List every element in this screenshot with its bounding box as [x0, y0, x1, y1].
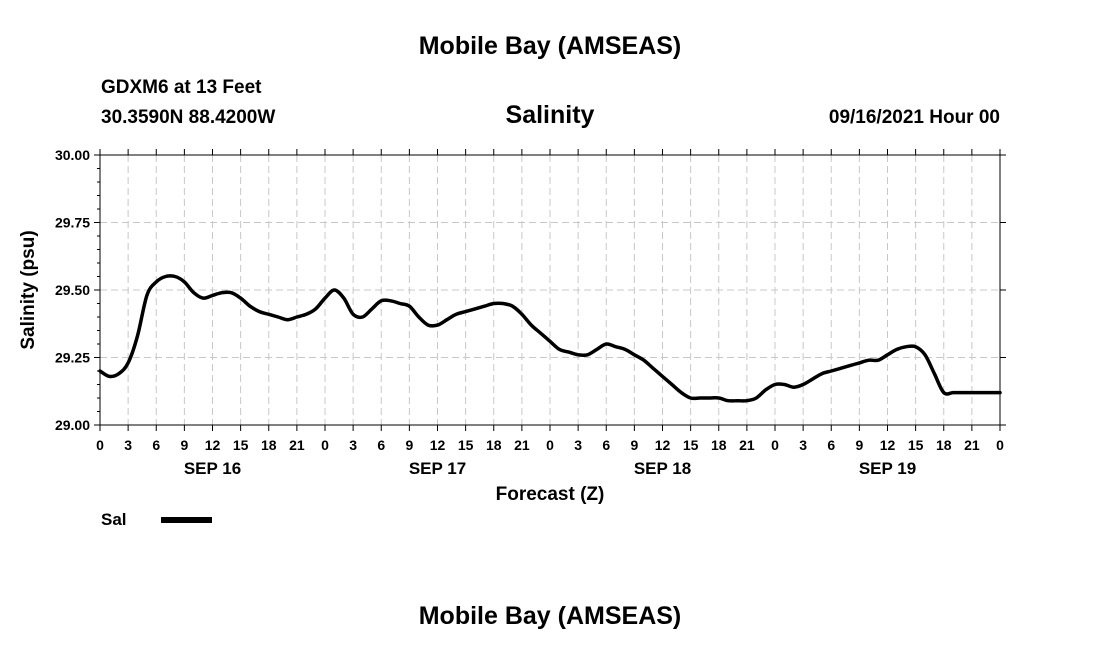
y-tick-labels: 29.00 29.25 29.50 29.75 30.00 [55, 147, 90, 433]
variable-title: Salinity [505, 101, 595, 129]
x-tick-label: 12 [655, 437, 671, 453]
y-axis-label: Salinity (psu) [18, 230, 39, 349]
x-tick-label: 0 [996, 437, 1004, 453]
x-tick-label: 18 [936, 437, 952, 453]
series-group [98, 274, 1002, 403]
y-tick-label: 29.00 [55, 417, 90, 433]
y-tick-label: 29.75 [55, 215, 90, 231]
x-tick-label: 0 [321, 437, 329, 453]
y-tick-label: 29.50 [55, 282, 90, 298]
day-labels: SEP 16 SEP 17 SEP 18 SEP 19 [184, 459, 916, 478]
y-tick-label: 30.00 [55, 147, 90, 163]
day-label: SEP 16 [184, 459, 241, 478]
x-tick-label: 9 [405, 437, 413, 453]
day-label: SEP 19 [859, 459, 916, 478]
axis-ticks [94, 149, 1006, 431]
x-tick-label: 15 [233, 437, 249, 453]
x-tick-label: 9 [180, 437, 188, 453]
x-tick-label: 3 [349, 437, 357, 453]
x-tick-label: 21 [964, 437, 980, 453]
y-tick-label: 29.25 [55, 350, 90, 366]
x-tick-labels: 0 3 6 9 12 15 18 21 0 3 6 9 12 15 18 21 0 3 6 9 12 15 18 21 0 3 6 9… [96, 437, 1004, 453]
legend: Sal [101, 510, 212, 529]
x-tick-label: 21 [289, 437, 305, 453]
x-tick-label: 15 [458, 437, 474, 453]
x-tick-label: 18 [711, 437, 727, 453]
day-label: SEP 18 [634, 459, 691, 478]
x-tick-label: 3 [574, 437, 582, 453]
x-tick-label: 18 [486, 437, 502, 453]
day-label: SEP 17 [409, 459, 466, 478]
x-tick-label: 0 [546, 437, 554, 453]
x-tick-label: 15 [908, 437, 924, 453]
x-tick-label: 6 [377, 437, 385, 453]
station-coordinates: 30.3590N 88.4200W [101, 107, 276, 128]
x-tick-label: 3 [799, 437, 807, 453]
x-tick-label: 0 [771, 437, 779, 453]
x-tick-label: 6 [827, 437, 835, 453]
chart-grid [100, 155, 1000, 425]
x-tick-label: 9 [855, 437, 863, 453]
x-tick-label: 18 [261, 437, 277, 453]
chart-title: Mobile Bay (AMSEAS) [418, 32, 682, 60]
x-tick-label: 12 [880, 437, 896, 453]
footer-title: Mobile Bay (AMSEAS) [418, 602, 682, 630]
x-tick-label: 0 [96, 437, 104, 453]
x-tick-label: 6 [602, 437, 610, 453]
x-tick-label: 9 [630, 437, 638, 453]
series-line-sal [98, 274, 1002, 403]
x-tick-label: 21 [514, 437, 530, 453]
x-tick-label: 12 [430, 437, 446, 453]
x-tick-label: 3 [124, 437, 132, 453]
forecast-datetime: 09/16/2021 Hour 00 [828, 107, 1000, 128]
x-tick-label: 21 [739, 437, 755, 453]
x-tick-label: 6 [152, 437, 160, 453]
legend-label: Sal [101, 510, 127, 529]
x-tick-label: 12 [205, 437, 221, 453]
x-axis-label: Forecast (Z) [496, 484, 605, 505]
x-tick-label: 15 [683, 437, 699, 453]
station-label: GDXM6 at 13 Feet [101, 77, 262, 98]
